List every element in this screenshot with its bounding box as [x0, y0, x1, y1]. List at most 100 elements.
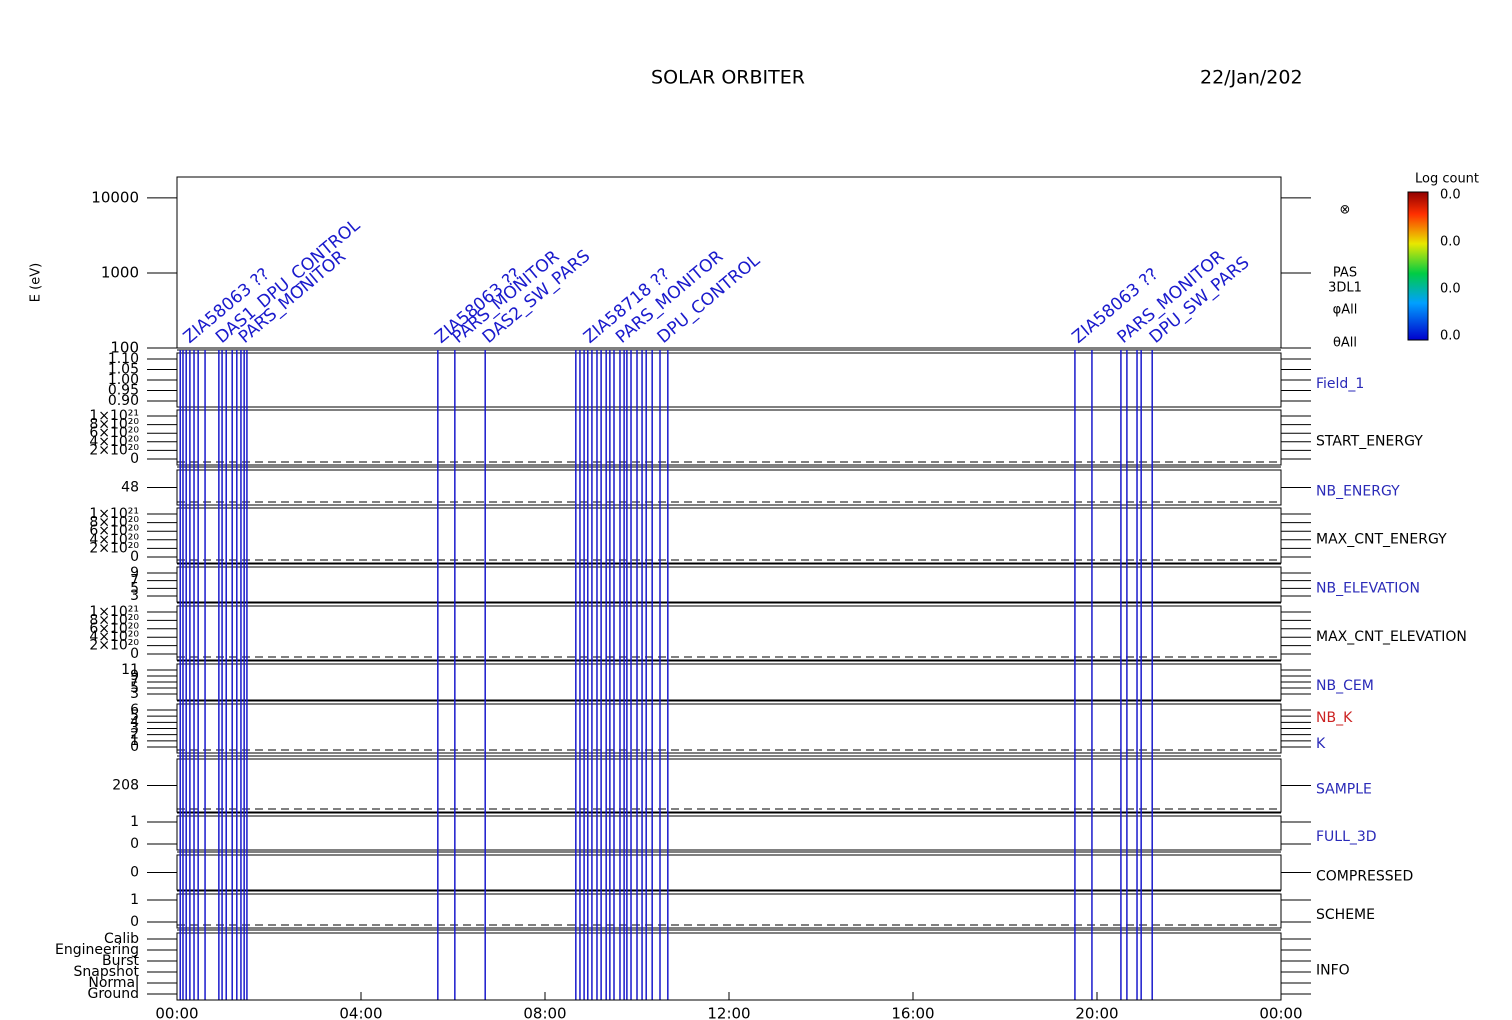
y-tick-label: 1000: [101, 263, 139, 281]
panel-label: INFO: [1316, 963, 1350, 979]
y-tick-label: 1.00: [108, 372, 139, 388]
spectrogram-frame: [176, 176, 1282, 349]
y-tick-label: 1: [130, 814, 139, 830]
y-tick-label: 5: [130, 580, 139, 596]
y-tick-label: 6: [130, 702, 139, 718]
panel-frame: [176, 566, 1282, 603]
x-tick-label: 20:00: [1075, 1005, 1118, 1020]
y-tick-label: 9: [130, 565, 139, 581]
y-tick-label: 7: [130, 573, 139, 589]
y-tick-label: 1: [130, 733, 139, 749]
y-tick-label: 6×10²⁰: [89, 621, 139, 637]
y-tick-label: 0: [130, 646, 139, 662]
y-tick-label: 1: [130, 892, 139, 908]
side-label: PAS: [1333, 266, 1357, 281]
panel-label: NB_CEM: [1316, 678, 1374, 694]
panel-label: START_ENERGY: [1316, 434, 1423, 450]
y-tick-label: 3: [130, 686, 139, 702]
y-tick-label: Ground: [88, 986, 140, 1002]
date: 22/Jan/202: [1200, 67, 1303, 89]
y-tick-label: 2×10²⁰: [89, 638, 139, 654]
y-tick-label: 4×10²⁰: [89, 532, 139, 548]
y-tick-label: 1×10²¹: [89, 506, 139, 522]
y-tick-label: 3: [130, 588, 139, 604]
side-label: 3DL1: [1328, 281, 1362, 296]
y-tick-label: 8×10²⁰: [89, 612, 139, 628]
x-tick-label: 16:00: [891, 1005, 934, 1020]
panel-frame: [176, 409, 1282, 466]
y-tick-label: 6×10²⁰: [89, 425, 139, 441]
y-tick-label: 4: [130, 714, 139, 730]
y-tick-label: 8×10²⁰: [89, 515, 139, 531]
y-tick-label: 7: [130, 674, 139, 690]
y-tick-label: 4×10²⁰: [89, 434, 139, 450]
panel-label: NB_K: [1316, 710, 1353, 726]
y-tick-label: Calib: [104, 931, 139, 947]
panel-frame: [176, 758, 1282, 813]
colorbar-title: Log count: [1415, 172, 1479, 187]
y-tick-label: 8×10²⁰: [89, 417, 139, 433]
panel-label: FULL_3D: [1316, 829, 1377, 845]
panel-label: K: [1316, 736, 1326, 752]
panel-label: Field_1: [1316, 376, 1364, 392]
y-tick-label: 0: [130, 549, 139, 565]
y-tick-label: 0: [130, 836, 139, 852]
y-tick-label: 1×10²¹: [89, 604, 139, 620]
y-tick-label: 9: [130, 668, 139, 684]
panel-label: NB_ENERGY: [1316, 484, 1400, 500]
panel-frame: [176, 815, 1282, 851]
colorbar: [1407, 191, 1429, 341]
y-tick-label: Snapshot: [74, 964, 140, 980]
panel-frame: [176, 703, 1282, 754]
y-tick-label: 208: [112, 778, 139, 794]
panel-label: SCHEME: [1316, 907, 1375, 923]
panel-label: MAX_CNT_ENERGY: [1316, 532, 1447, 548]
panel-frame: [176, 507, 1282, 564]
colorbar-tick-label: 0.0: [1440, 235, 1461, 250]
y-tick-label: 2×10²⁰: [89, 540, 139, 556]
panel-label: NB_ELEVATION: [1316, 581, 1420, 597]
panel-frame: [176, 893, 1282, 929]
y-tick-label: 10000: [91, 188, 139, 206]
x-tick-label: 08:00: [523, 1005, 566, 1020]
y-tick-label: 11: [121, 662, 139, 678]
y-tick-label: 0: [130, 739, 139, 755]
panel-frame: [176, 352, 1282, 408]
side-label: θAll: [1333, 336, 1357, 351]
y-axis-label: E (eV): [29, 263, 44, 302]
chart-title: SOLAR ORBITER: [651, 67, 805, 89]
panel-label: SAMPLE: [1316, 782, 1372, 798]
y-tick-label: 1.10: [108, 351, 139, 367]
x-tick-label: 00:00: [1259, 1005, 1302, 1020]
panel-label: COMPRESSED: [1316, 869, 1413, 885]
panel-frame: [176, 854, 1282, 891]
y-tick-label: Engineering: [55, 942, 139, 958]
y-tick-label: 5: [130, 680, 139, 696]
y-tick-label: 2×10²⁰: [89, 442, 139, 458]
y-tick-label: 2: [130, 727, 139, 743]
side-label: φAll: [1333, 303, 1358, 318]
colorbar-tick-label: 0.0: [1440, 188, 1461, 203]
y-tick-label: Normal: [88, 975, 139, 991]
y-tick-label: 0: [130, 914, 139, 930]
y-tick-label: 1×10²¹: [89, 408, 139, 424]
y-tick-label: Burst: [102, 953, 140, 969]
x-tick-label: 00:00: [155, 1005, 198, 1020]
y-tick-label: 6×10²⁰: [89, 523, 139, 539]
colorbar-tick-label: 0.0: [1440, 329, 1461, 344]
y-tick-label: 5: [130, 708, 139, 724]
panel-frame: [176, 605, 1282, 661]
y-tick-label: 0.90: [108, 393, 139, 409]
symbol: ⊗: [1340, 203, 1351, 218]
x-tick-label: 04:00: [339, 1005, 382, 1020]
y-tick-label: 4×10²⁰: [89, 629, 139, 645]
y-tick-label: 0.95: [108, 383, 139, 399]
panel-frame: [176, 469, 1282, 506]
y-tick-label: 100: [110, 339, 139, 357]
y-tick-label: 3: [130, 721, 139, 737]
panel-frame: [176, 932, 1282, 1001]
y-tick-label: 0: [130, 451, 139, 467]
colorbar-tick-label: 0.0: [1440, 282, 1461, 297]
event-annotation: DAS1_DPU_CONTROL: [212, 215, 365, 348]
